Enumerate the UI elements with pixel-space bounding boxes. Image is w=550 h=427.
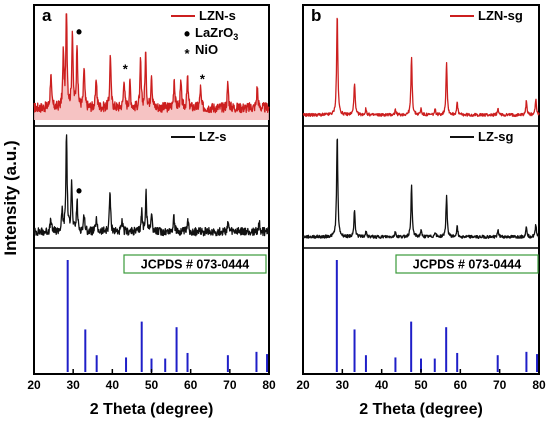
- series-line: [302, 138, 540, 240]
- subplot-1: LZN-sg: [302, 8, 540, 118]
- x-tick-label: 20: [296, 378, 310, 392]
- x-tick-label: 50: [145, 378, 159, 392]
- x-tick-label: 70: [493, 378, 507, 392]
- lazro3-marker: •: [76, 22, 82, 42]
- y-axis-label: Intensity (a.u.): [1, 140, 20, 255]
- jcpds-label-box: [395, 254, 539, 274]
- x-tick-label: 60: [184, 378, 198, 392]
- x-tick-label: 70: [223, 378, 237, 392]
- panel-label: a: [42, 6, 52, 25]
- legend-star-swatch: *: [184, 46, 190, 61]
- nio-marker: *: [123, 62, 129, 77]
- panel-frame: [33, 4, 270, 375]
- x-tick-label: 60: [454, 378, 468, 392]
- subplot-2: LZ-sg: [302, 129, 540, 240]
- panel-label: b: [311, 6, 321, 25]
- subplot-3: JCPDS # 073-0444: [66, 254, 269, 372]
- legend-label: LaZrO3: [195, 25, 238, 42]
- x-tick-label: 40: [375, 378, 389, 392]
- jcpds-label: JCPDS # 073-0444: [413, 258, 521, 272]
- jcpds-label: JCPDS # 073-0444: [141, 258, 249, 272]
- legend-label: LZ-s: [199, 129, 226, 144]
- legend-dot-swatch: •: [184, 24, 190, 44]
- x-tick-label: 50: [414, 378, 428, 392]
- series-line: [33, 13, 270, 114]
- lazro3-marker: •: [76, 181, 82, 201]
- x-tick-label: 30: [66, 378, 80, 392]
- legend-label: LZN-s: [199, 8, 236, 23]
- x-tick-label: 40: [106, 378, 120, 392]
- legend-label: LZ-sg: [478, 129, 513, 144]
- x-tick-label: 80: [532, 378, 546, 392]
- jcpds-label-box: [123, 254, 267, 274]
- legend-label: NiO: [195, 42, 218, 57]
- x-tick-label: 20: [27, 378, 41, 392]
- x-tick-label: 30: [336, 378, 350, 392]
- panel-b: b LZN-sg LZ-sg JCPDS # 073-0444 20 30 40 50 60 70…: [296, 4, 546, 418]
- x-axis-label: 2 Theta (degree): [90, 401, 214, 418]
- subplot-2: • LZ-s: [33, 129, 270, 237]
- series-line: [33, 134, 270, 237]
- x-axis-label: 2 Theta (degree): [359, 401, 483, 418]
- legend-label: LZN-sg: [478, 8, 523, 23]
- series-line: [302, 17, 540, 118]
- nio-marker: *: [200, 72, 206, 87]
- panel-a: a • * * LZN-s • LaZrO3 * NiO • LZ-s JCPDS # 073-044…: [27, 4, 276, 418]
- legend-subscript: 3: [233, 32, 238, 42]
- subplot-1: • * * LZN-s • LaZrO3 * NiO: [33, 8, 270, 120]
- subplot-3: JCPDS # 073-0444: [335, 254, 539, 372]
- x-tick-label: 80: [262, 378, 276, 392]
